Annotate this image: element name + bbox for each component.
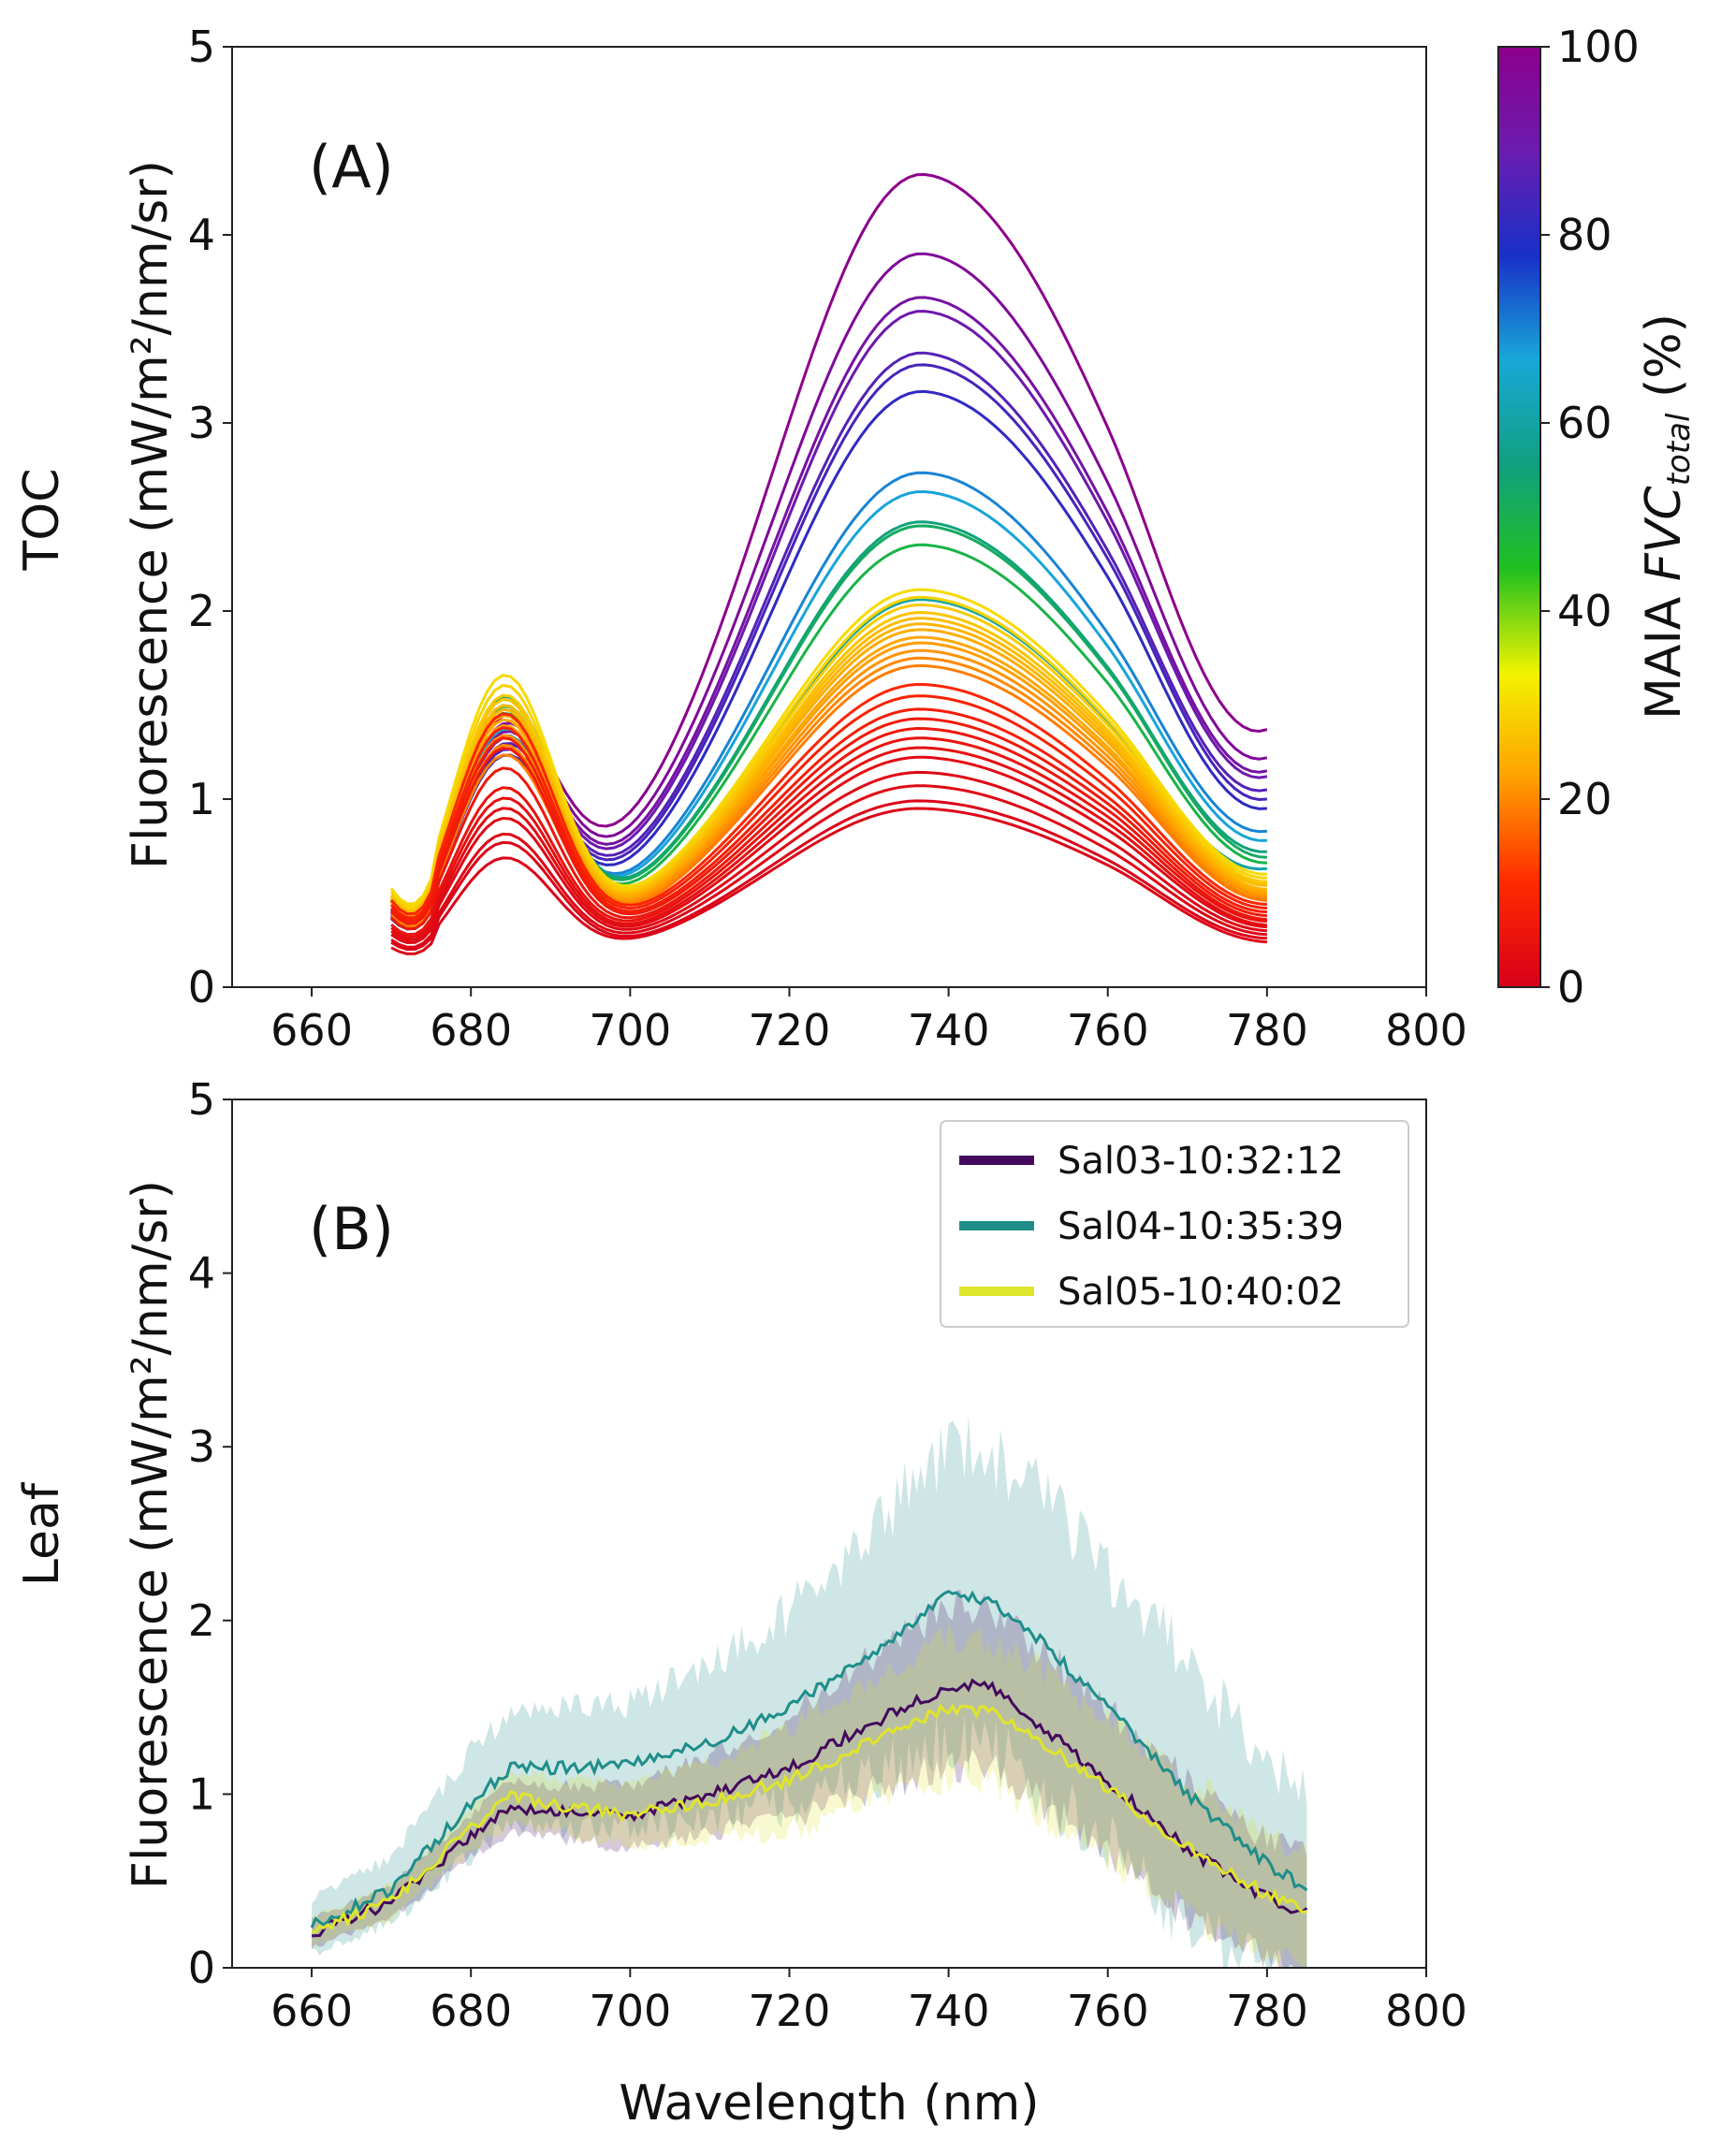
panel-a: TOC Fluorescence (mW/m²/nm/sr) 0 1 2 3 4 5 66… xyxy=(14,22,1467,1055)
colorbar-tick-label: 20 xyxy=(1557,774,1612,824)
panel-a-x-tick-label: 720 xyxy=(749,1005,831,1055)
panel-a-axes-frame xyxy=(231,46,1427,988)
panel-a-series-line xyxy=(390,736,1268,937)
colorbar-tick-label: 40 xyxy=(1557,586,1612,636)
panel-a-x-tick-label: 680 xyxy=(430,1005,512,1055)
panel-b-y-tick-label: 3 xyxy=(188,1421,215,1472)
panel-a-y-tick-label: 5 xyxy=(188,22,215,72)
panel-b-y-tick-label: 0 xyxy=(188,1943,215,1993)
panel-b-series-line xyxy=(311,1703,1307,1934)
panel-a-series-line xyxy=(390,635,1268,918)
panel-b-y-tick-label: 1 xyxy=(188,1768,215,1819)
panel-a-series-line xyxy=(390,746,1268,939)
colorbar-tick-label: 100 xyxy=(1557,22,1640,72)
colorbar-label-sub: total xyxy=(1660,413,1698,486)
colorbar-ticks: 0 20 40 60 80 100 xyxy=(1540,22,1640,1012)
panel-a-row-label: TOC xyxy=(14,468,70,571)
colorbar-label-prefix: MAIA xyxy=(1636,581,1692,720)
panel-a-y-tick-label: 3 xyxy=(188,398,215,448)
panel-b-x-tick-label: 660 xyxy=(270,1986,353,2036)
x-axis-label: Wavelength (nm) xyxy=(619,2075,1039,2132)
panel-a-x-tick-label: 760 xyxy=(1067,1005,1149,1055)
colorbar: 0 20 40 60 80 100 MAIA FVCtotal (%) xyxy=(1497,22,1698,1012)
panel-a-y-axis-label: Fluorescence (mW/m²/nm/sr) xyxy=(123,160,179,869)
legend-label: Sal04-10:35:39 xyxy=(1058,1205,1344,1248)
colorbar-label: MAIA FVCtotal (%) xyxy=(1636,313,1698,720)
panel-a-series-line xyxy=(389,622,1268,915)
panel-b-x-tick-label: 780 xyxy=(1226,1986,1308,2036)
panel-a-x-tick-label: 740 xyxy=(908,1005,990,1055)
panel-a-series-line xyxy=(390,807,1268,955)
panel-b-x-ticks: 660 680 700 720 740 760 780 800 xyxy=(270,1968,1467,2036)
panel-b-error-band xyxy=(312,1623,1307,1968)
panel-b-y-ticks: 0 1 2 3 4 5 xyxy=(188,1074,232,1993)
panel-b-error-band xyxy=(312,1589,1307,1968)
panel-b-series-line xyxy=(311,1678,1308,1938)
panel-b-x-tick-label: 680 xyxy=(430,1986,512,2036)
panel-a-x-ticks: 660 680 700 720 740 760 780 800 xyxy=(270,987,1467,1055)
legend-items: Sal03-10:32:12 Sal04-10:35:39 Sal05-10:40:… xyxy=(959,1140,1344,1314)
panel-b-axes-frame xyxy=(231,1099,1427,1969)
panel-b-row-label: Leaf xyxy=(14,1481,70,1586)
panel-a-series xyxy=(389,172,1268,955)
panel-a-series-line xyxy=(390,694,1268,920)
colorbar-label-suffix: (%) xyxy=(1636,313,1692,414)
panel-b: Leaf Fluorescence (mW/m²/nm/sr) 0 1 2 3 4 5 6… xyxy=(14,1074,1467,2132)
panel-b-y-tick-label: 4 xyxy=(188,1248,215,1299)
panel-a-y-tick-label: 4 xyxy=(188,210,215,260)
panel-a-x-tick-label: 700 xyxy=(589,1005,671,1055)
panel-a-series-line xyxy=(390,656,1268,925)
colorbar-label-main: FVC xyxy=(1636,486,1692,581)
panel-b-error-band xyxy=(312,1415,1307,1968)
panel-a-y-tick-label: 1 xyxy=(188,774,215,824)
colorbar-tick-label: 0 xyxy=(1557,962,1584,1012)
panel-a-series-line xyxy=(389,617,1268,914)
panel-a-series-line xyxy=(390,770,1268,945)
panel-a-series-line xyxy=(390,707,1268,923)
panel-b-series xyxy=(310,1590,1308,1938)
legend-box xyxy=(940,1120,1409,1328)
colorbar-tick-label: 80 xyxy=(1557,210,1612,260)
panel-a-series-line xyxy=(389,588,1267,906)
panel-a-label: (A) xyxy=(309,133,394,201)
panel-b-x-tick-label: 800 xyxy=(1385,1986,1467,2036)
panel-b-x-tick-label: 700 xyxy=(589,1986,671,2036)
panel-a-series-line xyxy=(390,648,1268,923)
panel-b-y-tick-label: 2 xyxy=(188,1595,215,1646)
panel-a-series-line xyxy=(389,611,1268,912)
panel-a-series-line xyxy=(390,799,1267,952)
panel-a-y-tick-label: 2 xyxy=(188,586,215,636)
legend-label: Sal03-10:32:12 xyxy=(1058,1140,1344,1183)
panel-a-series-line xyxy=(390,664,1268,928)
panel-a-series-line xyxy=(389,595,1267,909)
panel-b-x-tick-label: 720 xyxy=(749,1986,831,2036)
panel-a-x-tick-label: 780 xyxy=(1226,1005,1308,1055)
panel-a-x-tick-label: 660 xyxy=(270,1005,353,1055)
panel-a-y-tick-label: 0 xyxy=(188,962,215,1012)
panel-a-x-tick-label: 800 xyxy=(1385,1005,1467,1055)
legend-label: Sal05-10:40:02 xyxy=(1058,1271,1344,1314)
panel-b-series-line xyxy=(310,1590,1308,1928)
panel-a-series-line xyxy=(390,755,1268,942)
panel-a-series-line xyxy=(390,717,1268,925)
panel-a-series-line xyxy=(389,682,1268,916)
panel-b-bands xyxy=(312,1415,1307,1968)
panel-b-x-tick-label: 760 xyxy=(1067,1986,1149,2036)
panel-b-y-tick-label: 5 xyxy=(188,1074,215,1125)
colorbar-gradient xyxy=(1497,46,1541,988)
panel-b-y-axis-label: Fluorescence (mW/m²/nm/sr) xyxy=(123,1180,179,1889)
legend: Sal03-10:32:12 Sal04-10:35:39 Sal05-10:40:… xyxy=(940,1120,1409,1328)
colorbar-tick-label: 60 xyxy=(1557,398,1612,448)
panel-b-label: (B) xyxy=(309,1195,394,1263)
panel-b-x-tick-label: 740 xyxy=(908,1986,990,2036)
panel-a-series-line xyxy=(390,784,1268,949)
panel-a-y-ticks: 0 1 2 3 4 5 xyxy=(188,22,232,1012)
panel-a-series-line xyxy=(390,726,1268,931)
